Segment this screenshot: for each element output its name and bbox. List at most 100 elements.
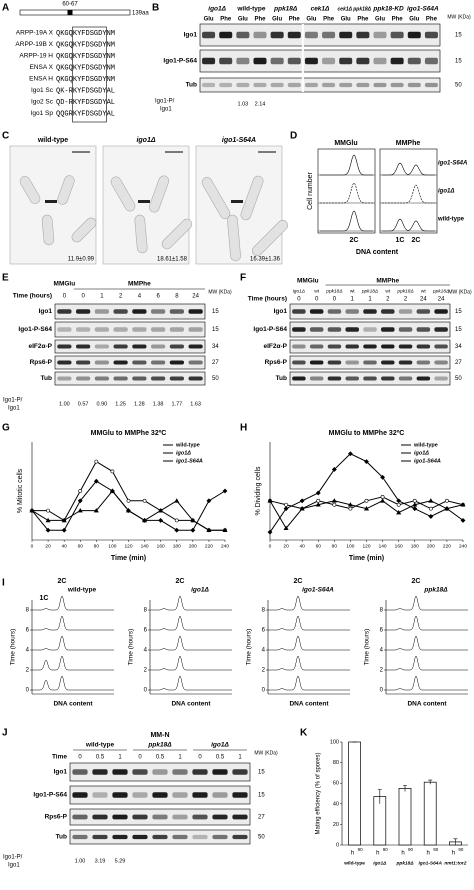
x-tick-label: 0 [31,543,34,549]
cell-length: 16.39±1.36 [250,257,281,263]
error-bar [428,779,433,785]
band [381,344,395,349]
ratio-label: Igo1-P/ [155,99,175,105]
mw-value: 50 [455,83,462,89]
band [236,82,250,88]
dna-histogram [386,655,468,671]
band [363,309,377,314]
row-label: Tub [41,375,52,382]
row-label: Rps6-P [30,359,53,366]
marker [61,527,67,533]
ratio-label: Igo1-P/ [3,855,23,861]
band [356,31,370,39]
ratio: 1.63 [190,401,201,407]
band [390,31,404,39]
mw-value: 15 [258,770,265,776]
x-tick-label: igo1Δ [373,860,386,866]
y-tick-label: 0 [26,688,30,694]
strain: igo1Δ [211,742,229,749]
protein-name: ARPP-19 H [19,53,53,60]
panel-letter: K [300,728,308,739]
protein-name: Igo1 Sc [31,87,54,94]
strain-title: ppk18Δ [423,587,448,594]
sequence: QKGQKYFDSGDYNM [56,76,115,84]
time: 0 [81,294,85,300]
cell [148,175,170,213]
marker [396,502,401,507]
band [304,31,318,39]
band [292,344,306,349]
marker [158,517,164,523]
legend-label: igo1Δ [176,450,191,456]
time: 2 [404,297,408,303]
band [151,327,166,332]
septum [231,200,243,203]
y-tick-label: 8 [262,608,266,614]
time-label: Time (hours) [248,296,287,303]
ratio: 1.28 [134,401,145,407]
band [434,309,448,314]
mating-type-sup: 90 [458,847,464,852]
marker [380,494,385,499]
medium: Glu [306,17,316,23]
marker [412,502,418,507]
bar [348,741,361,846]
marker [206,498,212,504]
band [322,82,336,88]
band [192,834,208,840]
ratio: 1.38 [153,401,164,407]
band [94,344,109,349]
marker [428,514,434,519]
marker [428,506,433,511]
band [309,309,324,314]
x-tick-label: nmt1:tor2 [444,860,466,866]
cell [41,214,55,246]
blot [54,371,206,386]
dna-histogram [386,635,468,651]
band [390,82,404,88]
y-tick-label: 4 [26,648,30,654]
band [339,31,353,39]
band [398,327,413,332]
band [92,814,108,820]
y-tick-label: 4 [380,648,384,654]
strain: ppk18Δ [325,288,342,294]
dna-histogram [32,655,114,671]
chart-title: MMGlu to MMPhe 32ºC [329,430,405,437]
micrograph [9,145,97,265]
dna-histogram [382,218,435,232]
mw-value: 27 [258,815,265,821]
band [322,31,336,39]
strain-title: igo1Δ [191,587,209,594]
band [76,360,91,365]
marker [283,506,289,512]
sequence: QK-RKYFDSGDYAL [56,87,115,95]
protein-name: ARPP-19A X [16,30,54,37]
marker [364,459,369,465]
mw-value: 15 [212,309,219,315]
band [151,360,166,365]
marker [315,502,321,507]
row-label: Igo1-P-S64 [18,326,52,333]
band [188,309,203,314]
x-tick-label: 20 [283,543,289,549]
y-tick-label: 0 [336,842,339,848]
marker [109,488,115,493]
blot [69,762,251,782]
band [57,360,72,365]
band [345,327,359,332]
marker [347,451,353,457]
x-tick-label: 180 [173,543,181,549]
cell [71,217,97,243]
y-tick-label: 4 [144,648,148,654]
cell [134,214,148,254]
band [151,344,166,349]
y-label: Time (hours) [128,629,135,666]
band [304,82,318,88]
band [424,82,438,88]
band [381,309,395,314]
band [270,31,284,39]
band [132,360,147,365]
medium: MM-N [150,732,169,739]
time: 0 [78,755,82,761]
